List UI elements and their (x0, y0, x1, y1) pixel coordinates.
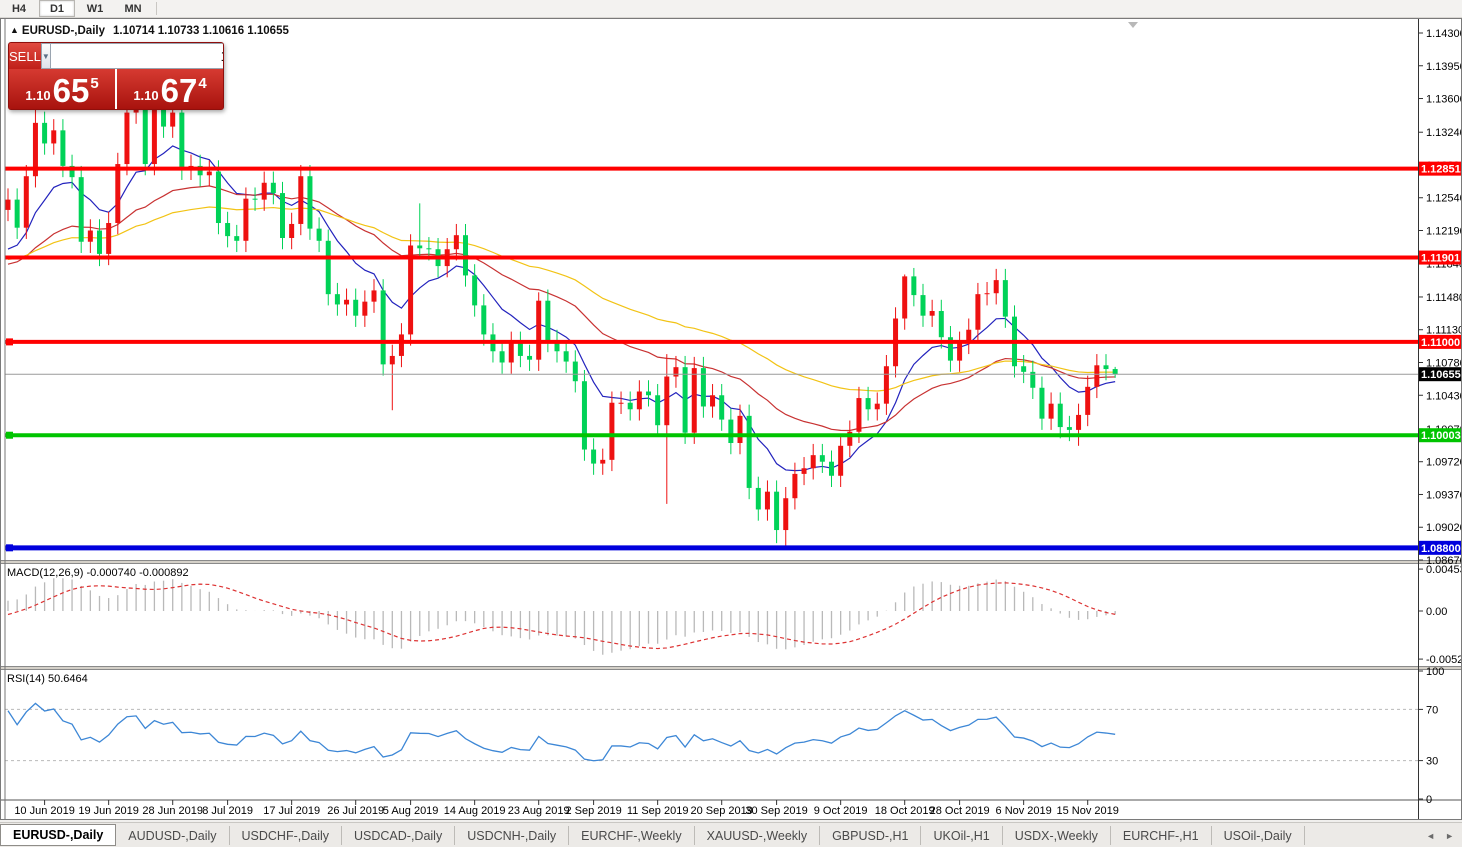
tab-eurchf-weekly[interactable]: EURCHF-,Weekly (569, 826, 695, 845)
collapse-triangle-icon[interactable]: ▲ (10, 25, 19, 35)
svg-text:1.08800: 1.08800 (1421, 543, 1461, 555)
svg-text:-0.005205: -0.005205 (1426, 654, 1462, 666)
svg-text:30: 30 (1426, 756, 1438, 768)
svg-text:1.11000: 1.11000 (1421, 337, 1460, 349)
date-axis: 10 Jun 2019 19 Jun 2019 28 Jun 2019 8 Jul 2… (0, 799, 1462, 817)
svg-text:9 Oct 2019: 9 Oct 2019 (814, 805, 868, 817)
svg-text:11 Sep 2019: 11 Sep 2019 (627, 805, 689, 817)
svg-text:0: 0 (1426, 794, 1432, 806)
macd-panel (7, 578, 1116, 655)
horizontal-lines (5, 166, 1418, 552)
svg-text:10 Jun 2019: 10 Jun 2019 (14, 805, 75, 817)
tab-eurusd-daily[interactable]: EURUSD-,Daily (0, 824, 117, 846)
volume-input[interactable] (50, 43, 223, 69)
svg-text:0.00: 0.00 (1426, 606, 1447, 618)
chart-ohlc-values: 1.10714 1.10733 1.10616 1.10655 (113, 25, 289, 37)
rsi-panel (5, 702, 1418, 762)
tab-scroll-left-icon[interactable]: ◄ (1426, 830, 1436, 841)
timeframe-toolbar: H4 D1 W1 MN (0, 0, 1462, 18)
svg-text:1.10655: 1.10655 (1421, 369, 1461, 381)
moving-averages (7, 145, 1116, 472)
chart-canvas[interactable]: 10 Jun 2019 19 Jun 2019 28 Jun 2019 8 Jul 2… (0, 18, 1462, 820)
timeframe-mn-button[interactable]: MN (124, 2, 142, 15)
svg-text:100: 100 (1426, 666, 1444, 678)
toolbar-separator (156, 2, 157, 15)
indicator-axes: 0.004536 0.00 -0.005205100 70 30 0 (1418, 564, 1462, 806)
svg-text:0.004536: 0.004536 (1426, 564, 1462, 576)
tab-usdcnh-daily[interactable]: USDCNH-,Daily (455, 826, 570, 845)
panel-splitters (0, 560, 1462, 670)
svg-text:1.11130: 1.11130 (1426, 325, 1462, 337)
one-click-trade-panel: SELL ▼ ▲ BUY 1.10 65 5 1.10 67 4 (8, 42, 224, 110)
tab-usdchf-daily[interactable]: USDCHF-,Daily (230, 826, 342, 845)
svg-text:5 Aug 2019: 5 Aug 2019 (383, 805, 439, 817)
svg-text:6 Nov 2019: 6 Nov 2019 (996, 805, 1052, 817)
svg-text:19 Jun 2019: 19 Jun 2019 (78, 805, 139, 817)
svg-text:1.10003: 1.10003 (1421, 430, 1461, 442)
svg-text:8 Jul 2019: 8 Jul 2019 (202, 805, 253, 817)
spinner-down-icon: ▼ (41, 51, 50, 61)
svg-text:1.10430: 1.10430 (1426, 390, 1462, 402)
svg-text:18 Oct 2019: 18 Oct 2019 (875, 805, 935, 817)
rsi-indicator-label: RSI(14) 50.6464 (7, 673, 88, 685)
svg-text:2 Sep 2019: 2 Sep 2019 (565, 805, 621, 817)
buy-price-sup: 4 (198, 75, 207, 92)
svg-text:1.08670: 1.08670 (1426, 555, 1462, 567)
buy-price-big: 67 (160, 72, 198, 109)
tab-usdcad-daily[interactable]: USDCAD-,Daily (342, 826, 456, 845)
tab-xauusd-weekly[interactable]: XAUUSD-,Weekly (695, 826, 821, 845)
chart-tab-bar: EURUSD-,Daily AUDUSD-,Daily USDCHF-,Dail… (0, 822, 1462, 847)
svg-text:23 Aug 2019: 23 Aug 2019 (508, 805, 570, 817)
buy-price-display[interactable]: 1.10 67 4 (117, 69, 223, 109)
macd-indicator-label: MACD(12,26,9) -0.000740 -0.000892 (7, 567, 189, 579)
svg-text:70: 70 (1426, 704, 1438, 716)
price-axis: 1.143001.139501.136001.132401.128901.125… (1418, 18, 1462, 819)
tab-usdx-weekly[interactable]: USDX-,Weekly (1003, 826, 1111, 845)
sell-price-sup: 5 (90, 75, 99, 92)
svg-text:17 Jul 2019: 17 Jul 2019 (263, 805, 320, 817)
svg-text:1.13950: 1.13950 (1426, 61, 1462, 73)
svg-text:26 Jul 2019: 26 Jul 2019 (327, 805, 384, 817)
volume-decrease-spinner[interactable]: ▼ (40, 43, 51, 69)
timeframe-w1-button[interactable]: W1 (86, 2, 104, 15)
chart-symbol-label: EURUSD-,Daily (21, 25, 105, 37)
svg-text:1.09020: 1.09020 (1426, 522, 1462, 534)
svg-text:28 Oct 2019: 28 Oct 2019 (930, 805, 990, 817)
svg-text:14 Aug 2019: 14 Aug 2019 (444, 805, 506, 817)
sell-button[interactable]: SELL (9, 43, 41, 69)
timeframe-h4-button[interactable]: H4 (11, 2, 27, 15)
sell-price-big: 65 (52, 72, 90, 109)
svg-text:30 Sep 2019: 30 Sep 2019 (745, 805, 807, 817)
timeframe-d1-button[interactable]: D1 (39, 0, 75, 17)
svg-text:1.11901: 1.11901 (1421, 253, 1460, 265)
svg-text:1.11480: 1.11480 (1426, 292, 1462, 304)
svg-text:1.13600: 1.13600 (1426, 94, 1462, 106)
svg-text:1.12540: 1.12540 (1426, 193, 1462, 205)
candles (5, 94, 1118, 549)
sell-price-prefix: 1.10 (25, 88, 51, 103)
svg-text:1.13240: 1.13240 (1426, 127, 1462, 139)
svg-text:1.09370: 1.09370 (1426, 489, 1462, 501)
tab-scroll-right-icon[interactable]: ► (1445, 830, 1454, 841)
chart-window: 10 Jun 2019 19 Jun 2019 28 Jun 2019 8 Jul 2… (0, 18, 1462, 820)
svg-text:28 Jun 2019: 28 Jun 2019 (142, 805, 203, 817)
svg-text:15 Nov 2019: 15 Nov 2019 (1057, 805, 1119, 817)
tab-eurchf-h1[interactable]: EURCHF-,H1 (1111, 826, 1212, 845)
tab-ukoil-h1[interactable]: UKOil-,H1 (921, 826, 1003, 845)
chart-shift-marker (1128, 22, 1138, 28)
tab-gbpusd-h1[interactable]: GBPUSD-,H1 (820, 826, 922, 845)
svg-text:20 Sep 2019: 20 Sep 2019 (691, 805, 753, 817)
svg-text:1.12851: 1.12851 (1421, 164, 1461, 176)
tab-audusd-daily[interactable]: AUDUSD-,Daily (116, 826, 230, 845)
svg-text:1.09720: 1.09720 (1426, 457, 1462, 469)
svg-text:1.14300: 1.14300 (1426, 28, 1462, 40)
chart-title: ▲ EURUSD-,Daily 1.10714 1.10733 1.10616 1.… (10, 25, 289, 37)
svg-text:1.12190: 1.12190 (1426, 226, 1462, 238)
buy-price-prefix: 1.10 (133, 88, 159, 103)
tab-usoil-daily[interactable]: USOil-,Daily (1212, 826, 1305, 845)
sell-price-display[interactable]: 1.10 65 5 (9, 69, 117, 109)
svg-text:1.10780: 1.10780 (1426, 357, 1462, 369)
